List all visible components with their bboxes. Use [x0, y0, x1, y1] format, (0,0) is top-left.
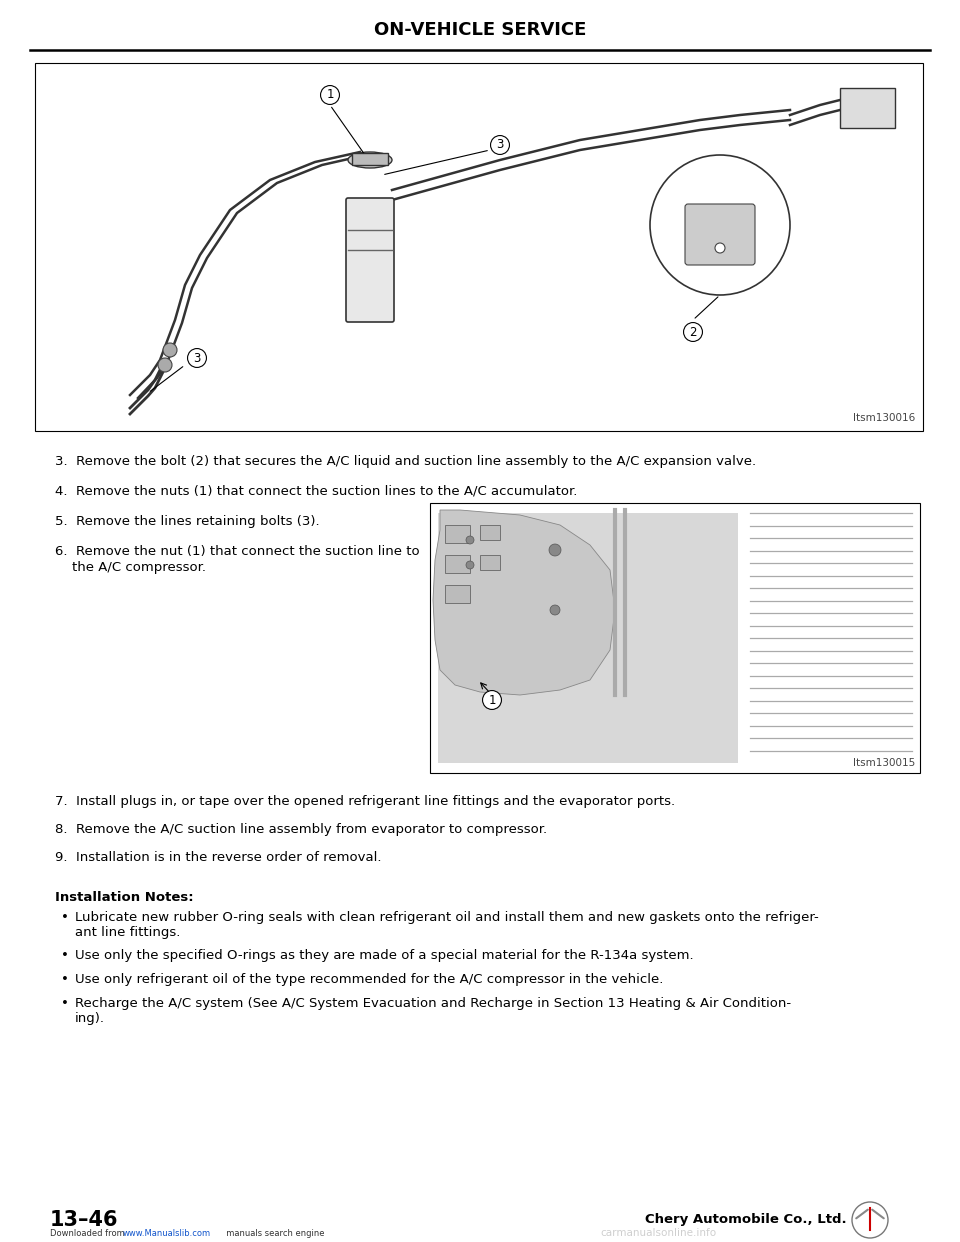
Text: Installation Notes:: Installation Notes: — [55, 891, 194, 904]
Text: Chery Automobile Co., Ltd.: Chery Automobile Co., Ltd. — [645, 1213, 847, 1227]
FancyBboxPatch shape — [840, 88, 895, 128]
Circle shape — [466, 537, 474, 544]
Text: 3: 3 — [496, 139, 504, 152]
FancyBboxPatch shape — [346, 197, 394, 322]
Circle shape — [852, 1202, 888, 1238]
Text: Recharge the A/C system (See A/C System Evacuation and Recharge in Section 13 He: Recharge the A/C system (See A/C System … — [75, 997, 791, 1025]
Ellipse shape — [348, 152, 392, 168]
FancyArrowPatch shape — [873, 1210, 884, 1218]
Text: 9.  Installation is in the reverse order of removal.: 9. Installation is in the reverse order … — [55, 851, 381, 864]
Circle shape — [158, 358, 172, 373]
Text: 8.  Remove the A/C suction line assembly from evaporator to compressor.: 8. Remove the A/C suction line assembly … — [55, 823, 547, 836]
Text: carmanualsonline.info: carmanualsonline.info — [600, 1228, 716, 1238]
Text: •: • — [61, 997, 69, 1010]
Bar — [35, 63, 923, 431]
Text: 1: 1 — [326, 88, 334, 102]
Text: 6.  Remove the nut (1) that connect the suction line to: 6. Remove the nut (1) that connect the s… — [55, 545, 420, 558]
Text: Use only the specified O-rings as they are made of a special material for the R-: Use only the specified O-rings as they a… — [75, 949, 694, 963]
Circle shape — [715, 243, 725, 253]
Text: www.Manualslib.com: www.Manualslib.com — [123, 1230, 211, 1238]
Polygon shape — [433, 510, 615, 696]
Circle shape — [163, 343, 177, 356]
Bar — [445, 525, 470, 543]
Text: Lubricate new rubber O-ring seals with clean refrigerant oil and install them an: Lubricate new rubber O-ring seals with c… — [75, 910, 819, 939]
Text: the A/C compressor.: the A/C compressor. — [55, 561, 206, 574]
Bar — [445, 555, 470, 573]
Text: 3: 3 — [193, 351, 201, 364]
Circle shape — [549, 544, 561, 556]
Text: Itsm130015: Itsm130015 — [852, 758, 915, 768]
Text: 1: 1 — [489, 693, 495, 707]
Text: 7.  Install plugs in, or tape over the opened refrigerant line fittings and the : 7. Install plugs in, or tape over the op… — [55, 795, 675, 809]
Bar — [352, 153, 388, 165]
Text: 2: 2 — [689, 325, 697, 339]
Text: ON-VEHICLE SERVICE: ON-VEHICLE SERVICE — [373, 21, 587, 39]
Text: •: • — [61, 949, 69, 963]
Bar — [430, 503, 920, 773]
FancyArrowPatch shape — [856, 1210, 868, 1218]
Text: Use only refrigerant oil of the type recommended for the A/C compressor in the v: Use only refrigerant oil of the type rec… — [75, 972, 663, 986]
Text: 3.  Remove the bolt (2) that secures the A/C liquid and suction line assembly to: 3. Remove the bolt (2) that secures the … — [55, 455, 756, 468]
Bar — [445, 585, 470, 604]
Bar — [480, 555, 500, 570]
Bar — [480, 525, 500, 540]
Text: Downloaded from: Downloaded from — [50, 1230, 128, 1238]
FancyBboxPatch shape — [438, 513, 738, 763]
Circle shape — [466, 561, 474, 569]
Text: 5.  Remove the lines retaining bolts (3).: 5. Remove the lines retaining bolts (3). — [55, 515, 320, 528]
Text: Itsm130016: Itsm130016 — [852, 414, 915, 424]
Circle shape — [650, 155, 790, 296]
Circle shape — [550, 605, 560, 615]
Text: •: • — [61, 972, 69, 986]
Text: 13–46: 13–46 — [50, 1210, 118, 1230]
Text: manuals search engine: manuals search engine — [221, 1230, 324, 1238]
FancyBboxPatch shape — [685, 204, 755, 265]
Text: •: • — [61, 910, 69, 924]
Text: 4.  Remove the nuts (1) that connect the suction lines to the A/C accumulator.: 4. Remove the nuts (1) that connect the … — [55, 484, 577, 498]
